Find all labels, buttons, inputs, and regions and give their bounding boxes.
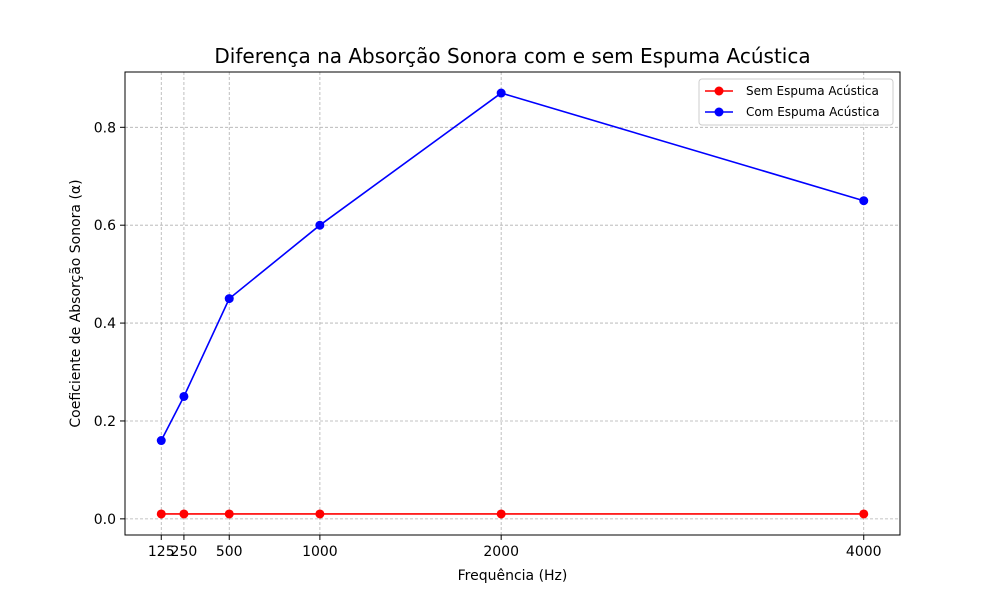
legend-marker-1 [714, 86, 724, 96]
grid-lines [125, 72, 900, 535]
y-axis-label: Coeficiente de Absorção Sonora (α) [68, 179, 84, 427]
y-tick-label: 0.8 [94, 120, 116, 136]
x-tick-label: 4000 [846, 544, 882, 560]
x-axis-label: Frequência (Hz) [458, 568, 568, 584]
y-tick-label: 0.6 [94, 218, 116, 234]
series-line-2 [160, 92, 864, 441]
legend-marker-2 [714, 107, 724, 117]
data-point-series-1 [179, 509, 189, 519]
series-layer [156, 88, 869, 519]
x-tick-label: 250 [171, 544, 198, 560]
plot-frame [124, 71, 901, 536]
y-tick-label: 0.2 [94, 414, 116, 430]
data-point-series-1 [496, 509, 506, 519]
legend: Sem Espuma Acústica Com Espuma Acústica [698, 78, 894, 126]
x-tick-label: 125 [148, 544, 175, 560]
data-point-series-1 [156, 509, 166, 519]
data-point-series-2 [156, 436, 166, 446]
y-tick-label: 0.4 [94, 316, 116, 332]
x-tick-label: 1000 [302, 544, 338, 560]
legend-label-1: Sem Espuma Acústica [746, 84, 879, 98]
legend-box [698, 78, 894, 126]
y-tick-label: 0.0 [94, 512, 116, 528]
data-point-series-2 [496, 88, 506, 98]
chart-title: Diferença na Absorção Sonora com e sem E… [214, 44, 810, 68]
data-point-series-1 [859, 509, 869, 519]
x-tick-label: 2000 [483, 544, 519, 560]
data-point-series-2 [179, 391, 189, 401]
x-tick-label: 500 [216, 544, 243, 560]
data-point-series-2 [315, 220, 325, 230]
data-point-series-1 [315, 509, 325, 519]
legend-label-2: Com Espuma Acústica [746, 105, 880, 119]
data-point-series-2 [859, 196, 869, 206]
data-point-series-2 [224, 294, 234, 304]
data-point-series-1 [224, 509, 234, 519]
